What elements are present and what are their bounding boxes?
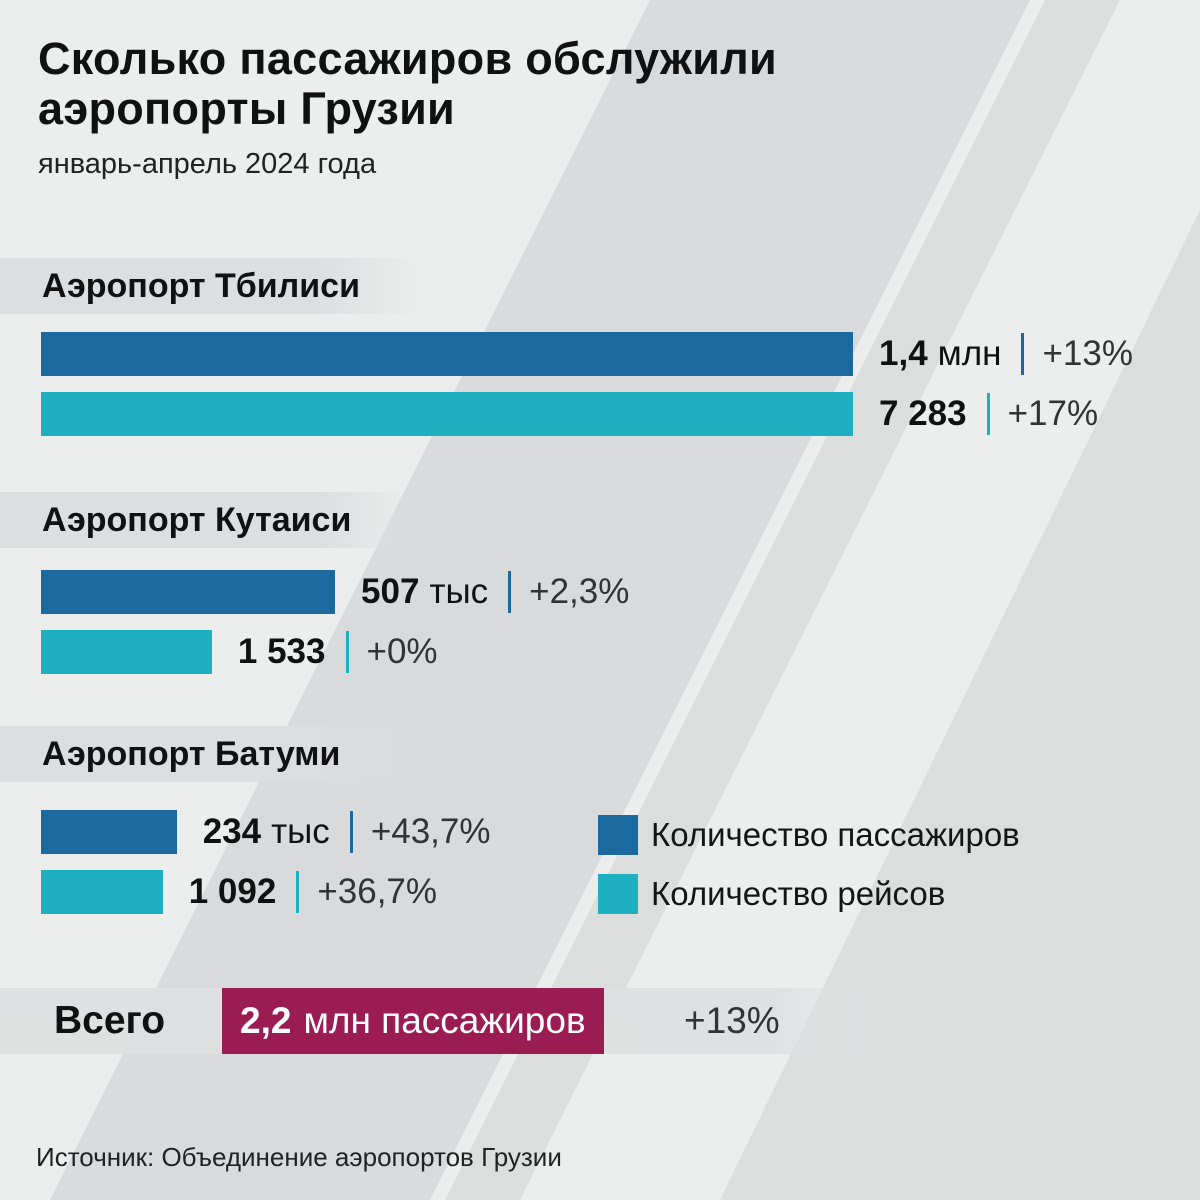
legend-label-passengers: Количество пассажиров — [651, 816, 1020, 853]
value-passengers-kutaisi: 507 тыс +2,3% — [361, 570, 629, 614]
value-unit: тыс — [271, 812, 330, 851]
value-number: 234 — [202, 812, 262, 851]
value-change: +36,7% — [317, 872, 438, 911]
total-label: Всего — [54, 999, 166, 1042]
bar-flights-tbilisi — [41, 392, 853, 436]
airport-name-batumi: Аэропорт Батуми — [42, 735, 341, 773]
value-separator — [508, 571, 512, 613]
value-flights-tbilisi: 7 283 +17% — [879, 392, 1098, 436]
bar-flights-kutaisi — [41, 630, 212, 674]
value-separator — [345, 631, 349, 673]
value-passengers-batumi: 234 тыс +43,7% — [203, 810, 491, 854]
airport-name-tbilisi: Аэропорт Тбилиси — [42, 267, 360, 305]
value-flights-kutaisi: 1 533 +0% — [238, 630, 438, 674]
bar-flights-batumi — [41, 870, 163, 914]
value-unit: млн — [937, 334, 1002, 373]
value-change: +17% — [1007, 394, 1099, 433]
value-unit: тыс — [429, 572, 489, 611]
bar-passengers-tbilisi — [41, 332, 853, 376]
chart-subtitle: январь-апрель 2024 года — [38, 148, 377, 180]
value-number: 507 — [361, 572, 420, 611]
bar-passengers-kutaisi — [41, 570, 336, 614]
total-change: +13% — [684, 1000, 780, 1041]
value-change: +43,7% — [370, 812, 491, 851]
total-value-number: 2,2 — [240, 1000, 292, 1041]
legend-label-flights: Количество рейсов — [651, 875, 946, 912]
value-separator — [296, 871, 300, 913]
value-number: 7 283 — [879, 394, 967, 433]
value-separator — [986, 393, 990, 435]
source-note: Источник: Объединение аэропортов Грузии — [36, 1142, 562, 1172]
value-number: 1 533 — [237, 632, 326, 671]
value-separator — [349, 811, 353, 853]
chart-title: Сколько пассажиров обслужили аэропорты Г… — [38, 33, 778, 134]
total-value-text: млн пассажиров — [303, 1000, 586, 1041]
value-flights-batumi: 1 092 +36,7% — [189, 870, 437, 914]
value-change: +0% — [366, 632, 438, 671]
value-change: +13% — [1042, 334, 1133, 373]
legend-swatch-flights — [598, 874, 638, 914]
airport-label-band — [0, 492, 420, 548]
bar-passengers-batumi — [41, 810, 177, 854]
total-value-box: 2,2 млн пассажиров — [222, 988, 604, 1054]
value-number: 1,4 — [879, 334, 928, 373]
legend-swatch-passengers — [598, 815, 638, 855]
value-separator — [1021, 333, 1025, 375]
airport-label-band — [0, 258, 420, 314]
value-passengers-tbilisi: 1,4 млн +13% — [879, 332, 1133, 376]
airport-name-kutaisi: Аэропорт Кутаиси — [42, 501, 352, 539]
airport-label-band — [0, 726, 420, 782]
value-change: +2,3% — [529, 572, 630, 611]
value-number: 1 092 — [188, 872, 277, 911]
